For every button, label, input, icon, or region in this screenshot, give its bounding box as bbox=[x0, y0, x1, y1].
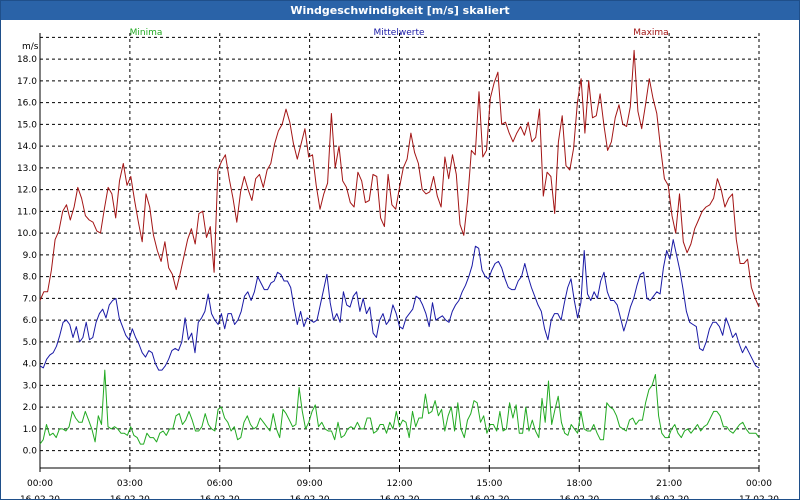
y-tick-label: 4.0 bbox=[23, 360, 38, 370]
y-tick-label: 0.0 bbox=[23, 447, 38, 457]
x-tick-time-label: 00:00 bbox=[746, 479, 772, 489]
y-tick-label: 15.0 bbox=[17, 120, 37, 130]
y-tick-label: 3.0 bbox=[23, 381, 38, 391]
x-tick-time-label: 18:00 bbox=[566, 479, 592, 489]
x-tick-time-label: 15:00 bbox=[476, 479, 502, 489]
axes: m/s Minima Mittelwerte Maxima bbox=[22, 28, 669, 52]
x-tick-date-label: 16.02.20 bbox=[379, 495, 419, 499]
x-tick-date-label: 16.02.20 bbox=[200, 495, 240, 499]
y-tick-label: 5.0 bbox=[23, 338, 38, 348]
wind-speed-chart: m/s Minima Mittelwerte Maxima 0.0 1.0 2.0 3… bbox=[17, 28, 779, 499]
y-tick-label: 13.0 bbox=[17, 164, 37, 174]
series-line-minima bbox=[39, 369, 760, 445]
y-tick-label: 7.0 bbox=[23, 294, 38, 304]
x-tick-labels: 00:00 16.02.20 03:00 16.02.20 06:00 16.02.20 0… bbox=[20, 468, 779, 499]
y-tick-labels: 0.0 1.0 2.0 3.0 4.0 5.0 6.0 7.0 8.0 9.0 10.0 11.0 12… bbox=[17, 55, 37, 457]
x-tick-time-label: 12:00 bbox=[387, 479, 413, 489]
y-tick-label: 1.0 bbox=[23, 425, 38, 435]
y-tick-label: 6.0 bbox=[23, 316, 38, 326]
y-tick-label: 11.0 bbox=[17, 207, 37, 217]
window-title: Windgeschwindigkeit [m/s] skaliert bbox=[1, 1, 799, 20]
y-tick-label: 9.0 bbox=[23, 251, 38, 261]
x-tick-time-label: 21:00 bbox=[656, 479, 682, 489]
series-line-maxima bbox=[39, 49, 760, 308]
x-tick-date-label: 16.02.20 bbox=[20, 495, 60, 499]
x-tick-date-label: 16.02.20 bbox=[559, 495, 599, 499]
legend-minima: Minima bbox=[130, 28, 163, 38]
y-tick-label: 10.0 bbox=[17, 229, 37, 239]
x-tick-time-label: 00:00 bbox=[27, 479, 53, 489]
legend-mittelwerte: Mittelwerte bbox=[373, 28, 424, 38]
legend-maxima: Maxima bbox=[633, 28, 668, 38]
series-lines bbox=[39, 49, 760, 445]
x-tick-date-label: 16.02.20 bbox=[290, 495, 330, 499]
y-axis-label: m/s bbox=[22, 42, 39, 52]
y-tick-label: 17.0 bbox=[17, 77, 37, 87]
x-tick-time-label: 09:00 bbox=[297, 479, 323, 489]
series-line-mittelwerte bbox=[39, 239, 760, 371]
x-tick-date-label: 16.02.20 bbox=[649, 495, 689, 499]
y-tick-label: 2.0 bbox=[23, 403, 38, 413]
x-tick-time-label: 03:00 bbox=[117, 479, 143, 489]
y-tick-label: 18.0 bbox=[17, 55, 37, 65]
y-tick-label: 12.0 bbox=[17, 186, 37, 196]
y-tick-label: 16.0 bbox=[17, 99, 37, 109]
x-tick-date-label: 16.02.20 bbox=[469, 495, 509, 499]
x-tick-date-label: 16.02.20 bbox=[110, 495, 150, 499]
y-tick-label: 14.0 bbox=[17, 142, 37, 152]
x-tick-time-label: 06:00 bbox=[207, 479, 233, 489]
y-tick-label: 8.0 bbox=[23, 273, 38, 283]
x-tick-date-label: 17.02.20 bbox=[739, 495, 779, 499]
grid bbox=[39, 33, 760, 469]
